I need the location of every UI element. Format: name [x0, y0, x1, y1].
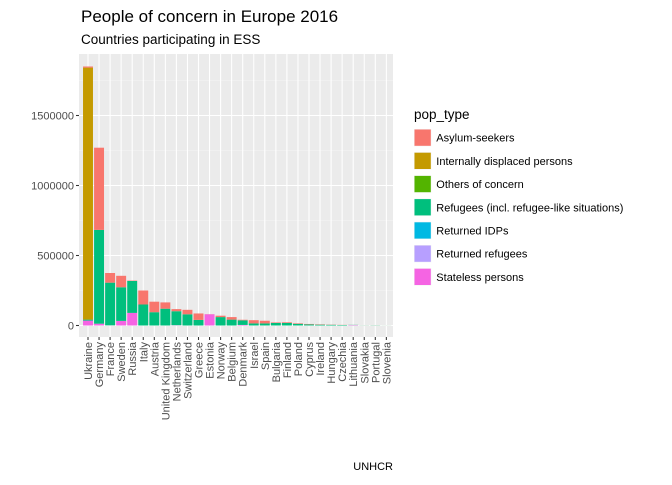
- bar-segment: [105, 283, 115, 326]
- bar-segment: [83, 321, 93, 326]
- bar-segment: [83, 67, 93, 68]
- bar-segment: [149, 312, 159, 325]
- y-tick-label: 1000000: [31, 181, 74, 193]
- legend-title: pop_type: [414, 107, 470, 122]
- y-tick-label: 500000: [37, 251, 74, 263]
- bar-segment: [138, 305, 148, 326]
- legend-swatch: [415, 153, 431, 169]
- bar-segment: [127, 281, 137, 313]
- bar-segment: [304, 324, 314, 325]
- chart-caption: UNHCR: [353, 461, 393, 473]
- bar-segment: [205, 314, 215, 325]
- bar-segment: [138, 291, 148, 305]
- bar-segment: [282, 323, 292, 326]
- bar-segment: [83, 68, 93, 320]
- x-tick-label: Slovenia: [381, 341, 393, 384]
- bar-segment: [260, 321, 270, 324]
- bar-segment: [293, 324, 303, 326]
- bar-segment: [127, 313, 137, 326]
- legend-label: Stateless persons: [436, 272, 524, 284]
- bar-segment: [149, 302, 159, 313]
- bar-segment: [238, 325, 248, 326]
- bar-segment: [160, 309, 170, 326]
- legend-label: Asylum-seekers: [436, 133, 515, 145]
- legend-label: Returned refugees: [436, 249, 528, 261]
- legend-label: Internally displaced persons: [436, 156, 573, 168]
- bar-segment: [315, 325, 325, 326]
- bar-segment: [116, 287, 126, 321]
- bar-segment: [227, 320, 237, 326]
- bar-segment: [271, 323, 281, 326]
- legend-label: Returned IDPs: [436, 225, 509, 237]
- bar-segment: [94, 148, 104, 230]
- chart-subtitle: Countries participating in ESS: [81, 32, 260, 47]
- bar-segment: [182, 314, 192, 325]
- bar-segment: [216, 317, 226, 325]
- bar-segment: [260, 323, 270, 325]
- bar-segment: [238, 320, 248, 321]
- bar-segment: [94, 230, 104, 324]
- bar-segment: [194, 320, 204, 326]
- bar-segment: [326, 325, 336, 326]
- bar-segment: [194, 313, 204, 319]
- chart-title: People of concern in Europe 2016: [81, 7, 338, 26]
- bar-segment: [293, 323, 303, 324]
- y-tick-label: 1500000: [31, 111, 74, 123]
- bar-segment: [171, 311, 181, 325]
- bar-segment: [94, 324, 104, 326]
- bar-segment: [271, 322, 281, 323]
- legend-label: Refugees (incl. refugee-like situations): [436, 202, 623, 214]
- bar-segment: [282, 322, 292, 323]
- legend-label: Others of concern: [436, 179, 523, 191]
- bar-segment: [249, 320, 259, 323]
- legend-swatch: [415, 246, 431, 262]
- bar-segment: [116, 276, 126, 287]
- legend-swatch: [415, 269, 431, 285]
- legend-swatch: [415, 199, 431, 215]
- bar-segment: [105, 273, 115, 283]
- bar-segment: [116, 321, 126, 326]
- bar-segment: [160, 302, 170, 308]
- bar-segment: [216, 316, 226, 317]
- bar-segment: [238, 320, 248, 325]
- y-tick-label: 0: [68, 321, 74, 333]
- legend: Asylum-seekers Internally displaced perso…: [414, 129, 623, 286]
- legend-swatch: [415, 176, 431, 192]
- legend-swatch: [415, 130, 431, 146]
- bar-segment: [249, 323, 259, 325]
- bar-segment: [83, 320, 93, 321]
- bar-segment: [182, 310, 192, 314]
- y-axis: 0 500000 1000000 1500000: [31, 111, 79, 333]
- bar-segment: [171, 309, 181, 311]
- bar-segment: [227, 317, 237, 320]
- legend-swatch: [415, 222, 431, 238]
